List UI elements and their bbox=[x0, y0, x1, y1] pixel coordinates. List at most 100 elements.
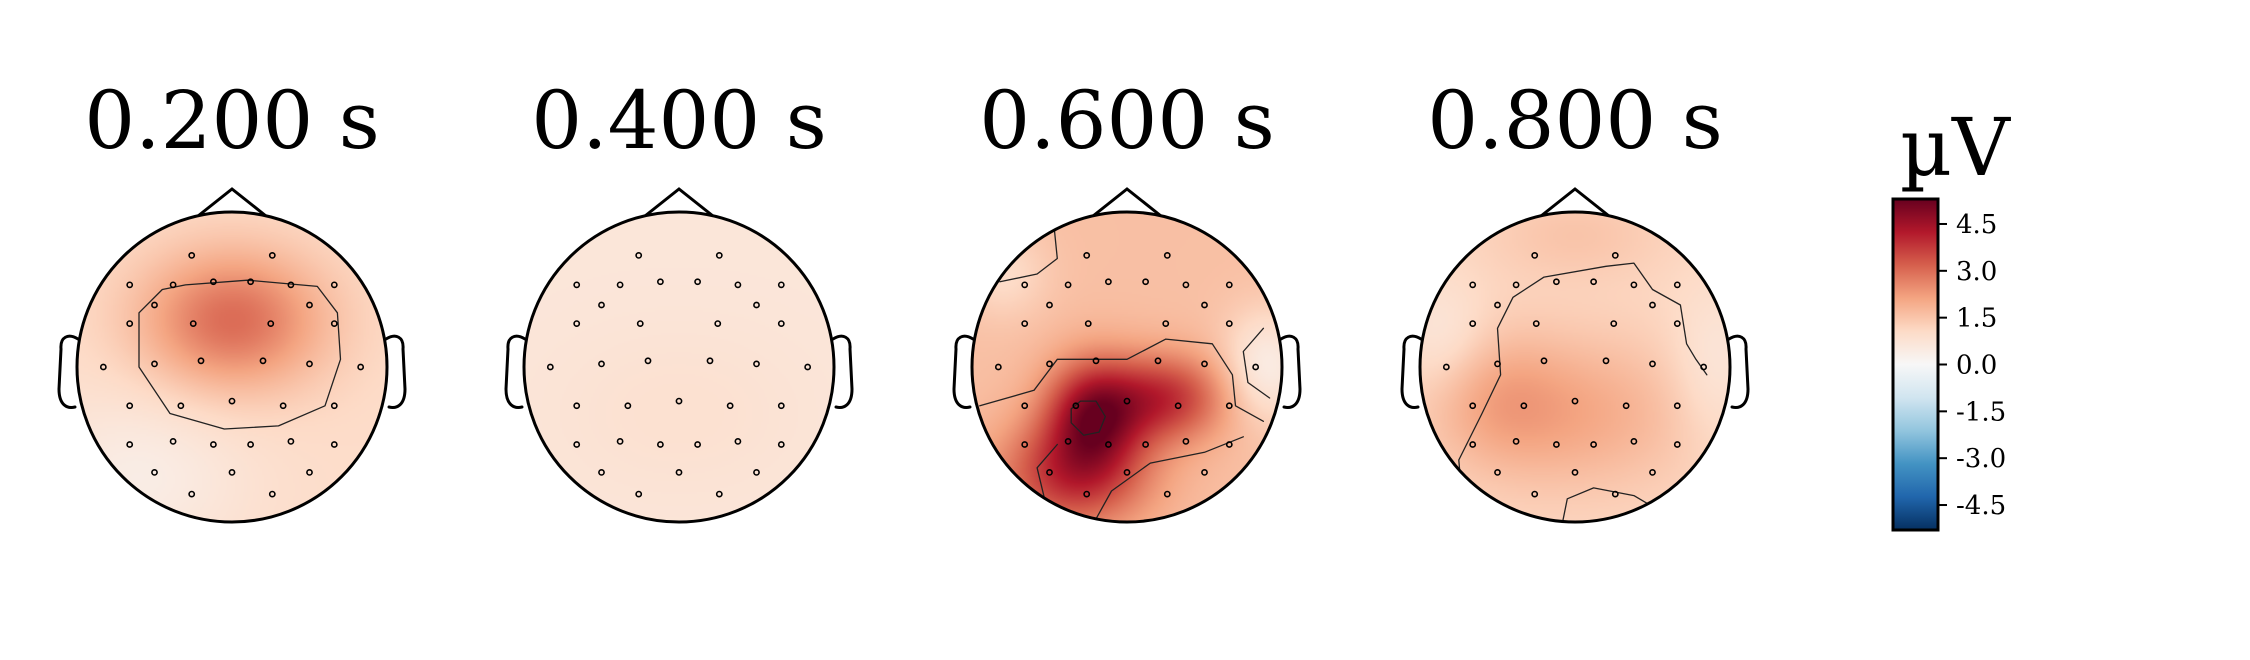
sensor-marker bbox=[1021, 441, 1029, 448]
sensor-marker bbox=[1092, 357, 1100, 365]
sensor-marker bbox=[330, 320, 338, 327]
right-ear-outline bbox=[831, 334, 854, 409]
sensor-marker bbox=[734, 281, 742, 289]
colorbar-tick-label: 3.0 bbox=[1956, 257, 1997, 287]
sensor-marker bbox=[1611, 490, 1619, 498]
topomap-panel: 0.400 s bbox=[504, 74, 854, 524]
sensor-marker bbox=[1532, 320, 1540, 327]
sensor-marker bbox=[1046, 468, 1053, 476]
sensor-marker bbox=[1571, 397, 1579, 405]
topomap-panel: 0.600 s bbox=[952, 74, 1302, 524]
sensor-marker bbox=[1649, 301, 1656, 309]
sensor-marker bbox=[1174, 402, 1182, 410]
sensor-marker bbox=[1590, 441, 1597, 448]
sensor-marker bbox=[1021, 402, 1029, 410]
sensor-marker bbox=[1469, 402, 1477, 410]
sensor-marker bbox=[1142, 278, 1149, 286]
sensor-marker bbox=[777, 402, 785, 410]
panel-title: 0.600 s bbox=[979, 74, 1275, 167]
colorbar-tick-label: -3.0 bbox=[1956, 444, 2006, 474]
sensor-marker bbox=[1142, 441, 1149, 448]
topomap-panel: 0.800 s bbox=[1400, 74, 1750, 524]
sensor-marker bbox=[1201, 301, 1208, 309]
sensor-marker bbox=[715, 490, 723, 498]
sensor-marker bbox=[1630, 437, 1638, 445]
contour-line bbox=[1036, 443, 1058, 508]
sensor-marker bbox=[330, 281, 338, 289]
sensor-marker bbox=[1084, 320, 1092, 327]
sensor-marker bbox=[1531, 490, 1539, 498]
sensor-marker bbox=[804, 363, 812, 371]
sensor-marker bbox=[267, 320, 275, 327]
sensor-marker bbox=[1083, 490, 1091, 498]
sensor-marker bbox=[1123, 468, 1131, 476]
sensor-marker bbox=[714, 320, 722, 327]
contour-line bbox=[1561, 487, 1654, 522]
head-outline bbox=[970, 210, 1284, 524]
nose-outline bbox=[197, 187, 267, 218]
sensor-marker bbox=[1531, 251, 1539, 259]
left-ear-outline bbox=[1400, 334, 1423, 409]
sensor-marker bbox=[644, 357, 652, 365]
sensor-marker bbox=[1021, 281, 1029, 289]
sensor-marker bbox=[1469, 281, 1477, 289]
sensor-marker bbox=[330, 402, 338, 410]
sensor-marker bbox=[598, 468, 605, 476]
sensor-marker bbox=[247, 278, 254, 286]
sensor-marker bbox=[1154, 357, 1162, 365]
right-ear-outline bbox=[1727, 334, 1750, 409]
sensor-marker bbox=[306, 468, 313, 476]
sensor-marker bbox=[1700, 363, 1708, 371]
sensor-marker bbox=[151, 360, 158, 368]
sensor-marker bbox=[1610, 320, 1618, 327]
sensor-marker bbox=[1163, 490, 1171, 498]
sensor-marker bbox=[1520, 402, 1528, 410]
sensor-marker bbox=[1553, 278, 1560, 286]
sensor-marker bbox=[1649, 468, 1656, 476]
sensor-marker bbox=[189, 320, 197, 327]
sensor-marker bbox=[1163, 251, 1171, 259]
sensor-marker bbox=[287, 281, 295, 289]
sensor-marker bbox=[675, 397, 683, 405]
sensor-marker bbox=[99, 363, 107, 371]
contour-line bbox=[138, 279, 342, 430]
sensor-marker bbox=[1182, 437, 1190, 445]
sensor-marker bbox=[694, 441, 701, 448]
colorbar: µV 4.5 3.0 1.5 0.0 -1.5 -3.0 -4.5 bbox=[1891, 101, 2011, 532]
head-outline bbox=[75, 210, 389, 524]
sensor-marker bbox=[357, 363, 365, 371]
head-outline bbox=[1418, 210, 1732, 524]
colorbar-tick-label: -1.5 bbox=[1956, 397, 2006, 427]
sensor-marker bbox=[1494, 468, 1501, 476]
sensor-marker bbox=[1590, 278, 1597, 286]
sensor-marker bbox=[177, 402, 185, 410]
contour-line bbox=[1458, 262, 1708, 515]
sensor-marker bbox=[1225, 320, 1233, 327]
sensor-marker bbox=[1469, 320, 1477, 327]
sensor-marker bbox=[1046, 301, 1053, 309]
sensor-marker bbox=[1611, 251, 1619, 259]
sensor-marker bbox=[1494, 360, 1501, 368]
sensor-marker bbox=[1225, 441, 1233, 448]
nose-outline bbox=[1092, 187, 1162, 218]
sensor-marker bbox=[126, 320, 134, 327]
sensor-marker bbox=[1602, 357, 1610, 365]
sensor-marker bbox=[546, 363, 554, 371]
sensor-marker bbox=[1252, 363, 1260, 371]
sensor-marker bbox=[1162, 320, 1170, 327]
nose-outline bbox=[1540, 187, 1610, 218]
sensor-marker bbox=[635, 251, 643, 259]
sensor-marker bbox=[1649, 360, 1656, 368]
sensor-marker bbox=[1673, 320, 1681, 327]
sensor-marker bbox=[1021, 320, 1029, 327]
sensor-marker bbox=[1540, 357, 1548, 365]
sensor-marker bbox=[1673, 281, 1681, 289]
sensor-marker bbox=[777, 281, 785, 289]
sensor-marker bbox=[1673, 402, 1681, 410]
sensor-marker bbox=[1673, 441, 1681, 448]
sensor-marker bbox=[1064, 437, 1072, 445]
sensor-marker bbox=[624, 402, 632, 410]
sensor-marker bbox=[636, 320, 644, 327]
sensor-marker bbox=[706, 357, 714, 365]
